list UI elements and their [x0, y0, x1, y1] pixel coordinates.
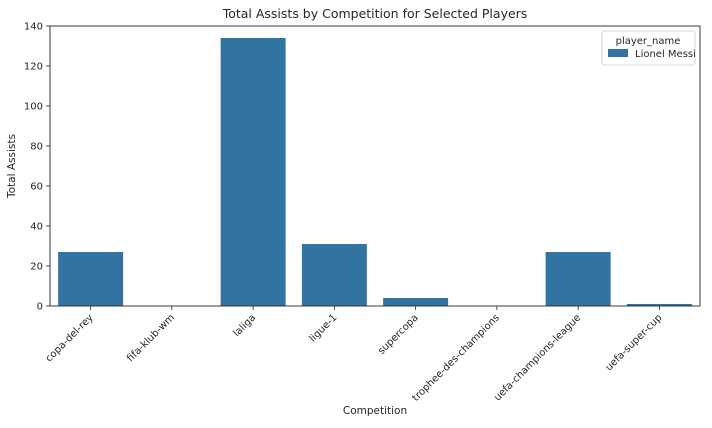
- legend-swatch: [608, 49, 628, 57]
- y-tick-label: 100: [24, 102, 43, 113]
- y-axis-label: Total Assists: [6, 134, 18, 199]
- y-tick-label: 120: [24, 62, 43, 73]
- legend-title: player_name: [616, 36, 681, 47]
- plot-frame: [49, 25, 701, 307]
- y-tick-label: 0: [37, 302, 43, 313]
- x-tick-label: fifa-klub-wm: [125, 312, 177, 364]
- bar-ligue-1: [301, 244, 367, 306]
- y-tick-label: 140: [24, 22, 43, 33]
- y-tick-label: 40: [30, 222, 43, 233]
- y-tick-label: 60: [30, 182, 43, 193]
- bar-copa-del-rey: [58, 252, 124, 306]
- x-tick-label: ligue-1: [307, 312, 339, 344]
- x-axis-label: Competition: [343, 405, 407, 417]
- x-axis: copa-del-rey fifa-klub-wm laliga ligue-1 sup…: [44, 306, 665, 404]
- x-tick-label: uefa-champions-league: [492, 312, 583, 403]
- bar-supercopa: [383, 298, 449, 306]
- x-tick-label: copa-del-rey: [44, 312, 96, 364]
- y-tick-label: 20: [30, 262, 43, 273]
- x-tick-label: trophee-des-champions: [411, 312, 502, 403]
- bar-laliga: [220, 38, 286, 306]
- x-tick-label: supercopa: [376, 312, 421, 357]
- legend: player_name Lionel Messi: [601, 30, 696, 66]
- x-tick-label: uefa-super-cup: [604, 312, 665, 373]
- chart-title: Total Assists by Competition for Selecte…: [222, 6, 528, 21]
- x-tick-label: laliga: [231, 312, 258, 339]
- bars: [58, 38, 692, 306]
- y-axis: 0 20 40 60 80 100 120 140: [24, 22, 50, 313]
- y-tick-label: 80: [30, 142, 43, 153]
- bar-uefa-super-cup: [626, 304, 692, 306]
- legend-entry-label: Lionel Messi: [635, 49, 696, 60]
- bar-uefa-champions-league: [545, 252, 611, 306]
